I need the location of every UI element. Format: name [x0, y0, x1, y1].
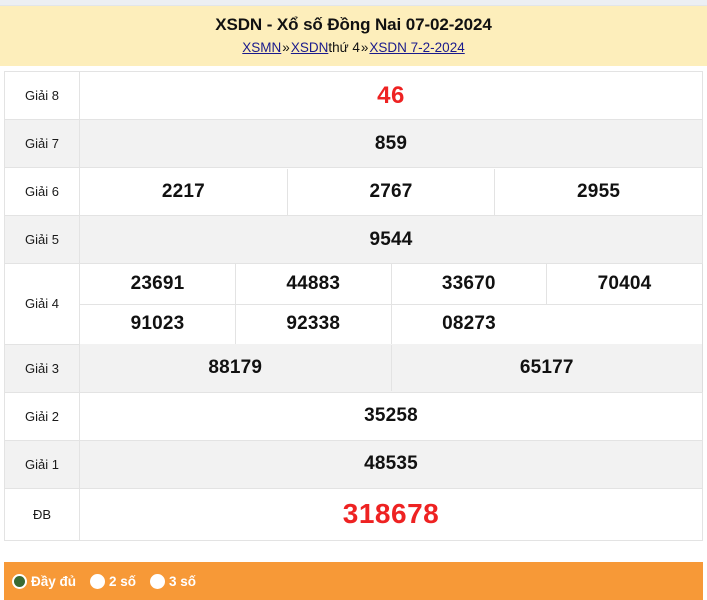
radio-icon-2-digits[interactable] — [90, 573, 106, 589]
prize-value-g3-2: 65177 — [391, 344, 702, 391]
table-row: Giải 3 88179 65177 — [4, 343, 703, 393]
breadcrumb: XSMN»XSDNthứ 4»XSDN 7-2-2024 — [0, 39, 707, 57]
radio-icon-full[interactable] — [12, 573, 27, 589]
prize-value-g4-4: 70404 — [546, 264, 702, 305]
prize-value-g4-1: 23691 — [80, 264, 236, 305]
prize-g6-grid: 2217 2767 2955 — [80, 168, 702, 215]
radio-label-2-digits: 2 số — [109, 573, 137, 589]
prize-value-g8: 46 — [79, 71, 703, 120]
breadcrumb-link-xsdn[interactable]: XSDN — [290, 40, 329, 55]
radio-option-2-digits[interactable]: 2 số — [90, 573, 137, 589]
breadcrumb-separator-1: » — [282, 40, 290, 55]
table-row: Giải 7 859 — [4, 119, 703, 168]
prize-value-g6-2: 2767 — [287, 168, 496, 215]
prize-value-g1: 48535 — [79, 439, 703, 489]
table-row: Giải 8 46 — [4, 71, 703, 120]
radio-option-full[interactable]: Đầy đủ — [12, 573, 77, 589]
results-table-wrapper: Giải 8 46 Giải 7 859 Giải 6 2217 — [0, 71, 707, 541]
radio-label-full: Đầy đủ — [31, 573, 77, 589]
prize-value-g6-1: 2217 — [80, 168, 288, 215]
table-row: Giải 6 2217 2767 2955 — [4, 167, 703, 216]
prize-value-g3-1: 88179 — [80, 344, 392, 391]
prize-label-g6: Giải 6 — [4, 167, 80, 216]
table-row: Giải 1 48535 — [4, 439, 703, 489]
prize-g4-row-2: 91023 92338 08273 — [80, 303, 702, 344]
prize-value-db: 318678 — [79, 487, 703, 541]
prize-label-g2: Giải 2 — [4, 391, 80, 441]
prize-value-g6-3: 2955 — [577, 180, 621, 202]
prize-label-g4: Giải 4 — [4, 263, 80, 345]
breadcrumb-link-xsmn[interactable]: XSMN — [242, 40, 282, 55]
prize-value-g4-7: 08273 — [390, 303, 547, 344]
prize-value-g4-5: 91023 — [80, 303, 236, 344]
prize-label-g1: Giải 1 — [4, 439, 80, 489]
prize-label-db: ĐB — [4, 487, 80, 541]
prize-g4-row-1: 23691 44883 33670 70404 — [80, 264, 702, 305]
prize-value-g4-2: 44883 — [235, 264, 392, 305]
display-mode-bar: Đầy đủ 2 số 3 số — [4, 562, 703, 600]
radio-icon-3-digits[interactable] — [150, 573, 166, 589]
table-row: Giải 4 23691 44883 33670 70404 91023 — [4, 263, 703, 345]
table-row: Giải 5 9544 — [4, 215, 703, 264]
page-header: XSDN - Xổ số Đồng Nai 07-02-2024 XSMN»XS… — [0, 6, 707, 66]
prize-label-g7: Giải 7 — [4, 119, 80, 168]
page-title: XSDN - Xổ số Đồng Nai 07-02-2024 — [215, 15, 492, 34]
prize-value-g2: 35258 — [79, 391, 703, 441]
prize-value-g5: 9544 — [79, 215, 703, 264]
breadcrumb-link-xsdn-date[interactable]: XSDN 7-2-2024 — [369, 40, 465, 55]
top-strip — [0, 0, 707, 6]
radio-option-3-digits[interactable]: 3 số — [150, 573, 197, 589]
breadcrumb-weekday: thứ 4 — [328, 40, 360, 55]
prize-label-g3: Giải 3 — [4, 343, 80, 393]
radio-label-3-digits: 3 số — [169, 573, 197, 589]
table-row: Giải 2 35258 — [4, 391, 703, 441]
prize-g4-grid: 23691 44883 33670 70404 91023 92338 0827… — [80, 264, 702, 344]
lottery-results-table: Giải 8 46 Giải 7 859 Giải 6 2217 — [4, 71, 703, 541]
prize-value-g7: 859 — [79, 119, 703, 168]
prize-label-g5: Giải 5 — [4, 215, 80, 264]
table-row: ĐB 318678 — [4, 487, 703, 541]
prize-label-g8: Giải 8 — [4, 71, 80, 120]
prize-value-g4-3: 33670 — [390, 264, 547, 305]
breadcrumb-separator-2: » — [360, 40, 369, 55]
prize-g3-grid: 88179 65177 — [80, 344, 702, 391]
prize-value-g4-6: 92338 — [235, 303, 392, 344]
